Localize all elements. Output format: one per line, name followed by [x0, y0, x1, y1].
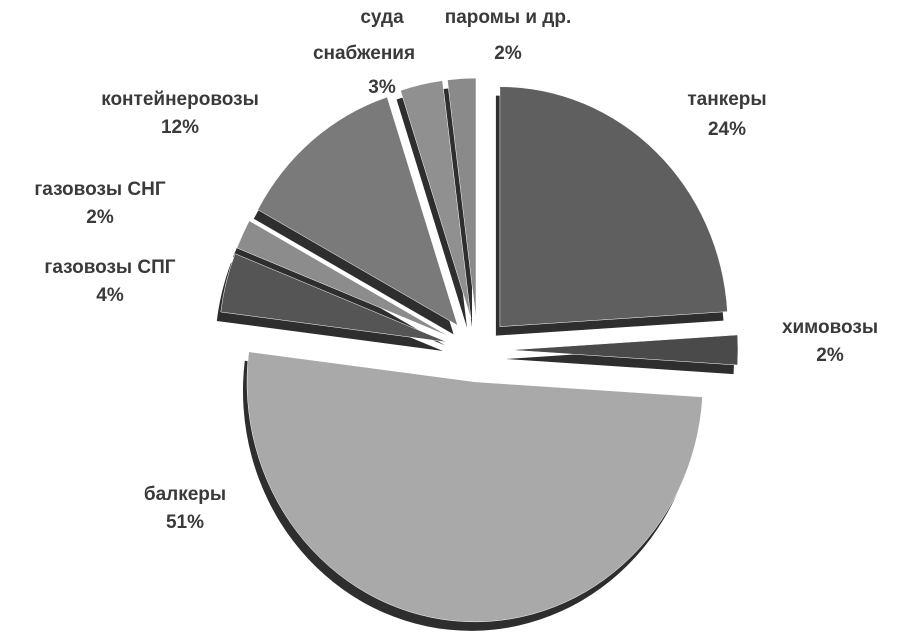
slice	[400, 80, 472, 319]
category-label: контейнеровозы	[101, 89, 259, 110]
value-label: 2%	[494, 43, 522, 64]
slice	[257, 96, 459, 326]
value-label: 24%	[708, 119, 746, 140]
category-label: паромы и др.	[445, 7, 571, 28]
value-label: 12%	[161, 117, 199, 138]
slice	[509, 334, 739, 366]
slice	[236, 220, 450, 337]
category-label: газовозы СПГ	[44, 257, 175, 278]
slice-side	[396, 89, 468, 328]
slice	[447, 77, 477, 319]
slice	[499, 86, 728, 327]
category-label: суда снабжения	[313, 7, 415, 64]
category-label: химовозы	[782, 317, 878, 338]
slice	[220, 253, 448, 343]
slice	[246, 351, 703, 623]
value-label: 4%	[96, 285, 124, 306]
value-label: 3%	[368, 77, 396, 98]
value-label: 2%	[816, 345, 844, 366]
value-label: 2%	[86, 207, 114, 228]
value-label: 51%	[166, 512, 204, 533]
category-label: газовозы СНГ	[34, 179, 165, 200]
category-label: балкеры	[144, 484, 226, 505]
category-label: танкеры	[687, 89, 766, 110]
